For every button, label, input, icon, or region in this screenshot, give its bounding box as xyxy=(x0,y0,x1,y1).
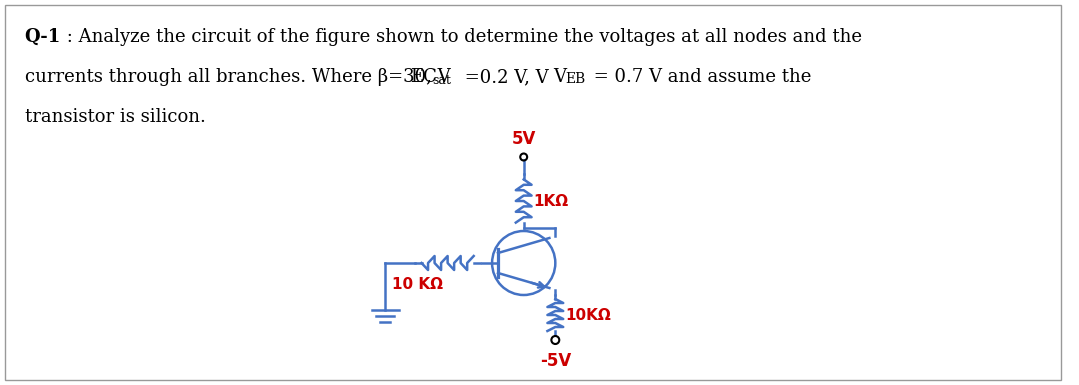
Text: 10KΩ: 10KΩ xyxy=(565,308,611,323)
Text: =0.2 V, V: =0.2 V, V xyxy=(460,68,549,86)
Text: 10 KΩ: 10 KΩ xyxy=(393,277,443,292)
Text: : Analyze the circuit of the figure shown to determine the voltages at all nodes: : Analyze the circuit of the figure show… xyxy=(62,28,862,46)
Text: 1KΩ: 1KΩ xyxy=(534,194,569,209)
Text: V: V xyxy=(554,68,566,86)
Text: sat: sat xyxy=(432,74,451,87)
Text: EB: EB xyxy=(565,72,586,86)
Text: EC: EC xyxy=(410,68,437,86)
Text: = 0.7 V and assume the: = 0.7 V and assume the xyxy=(588,68,811,86)
Text: Q-1: Q-1 xyxy=(25,28,60,46)
Text: transistor is silicon.: transistor is silicon. xyxy=(25,108,206,126)
Text: currents through all branches. Where β=30, V: currents through all branches. Where β=3… xyxy=(25,68,450,86)
Text: 5V: 5V xyxy=(511,130,536,148)
Text: -5V: -5V xyxy=(540,352,571,370)
